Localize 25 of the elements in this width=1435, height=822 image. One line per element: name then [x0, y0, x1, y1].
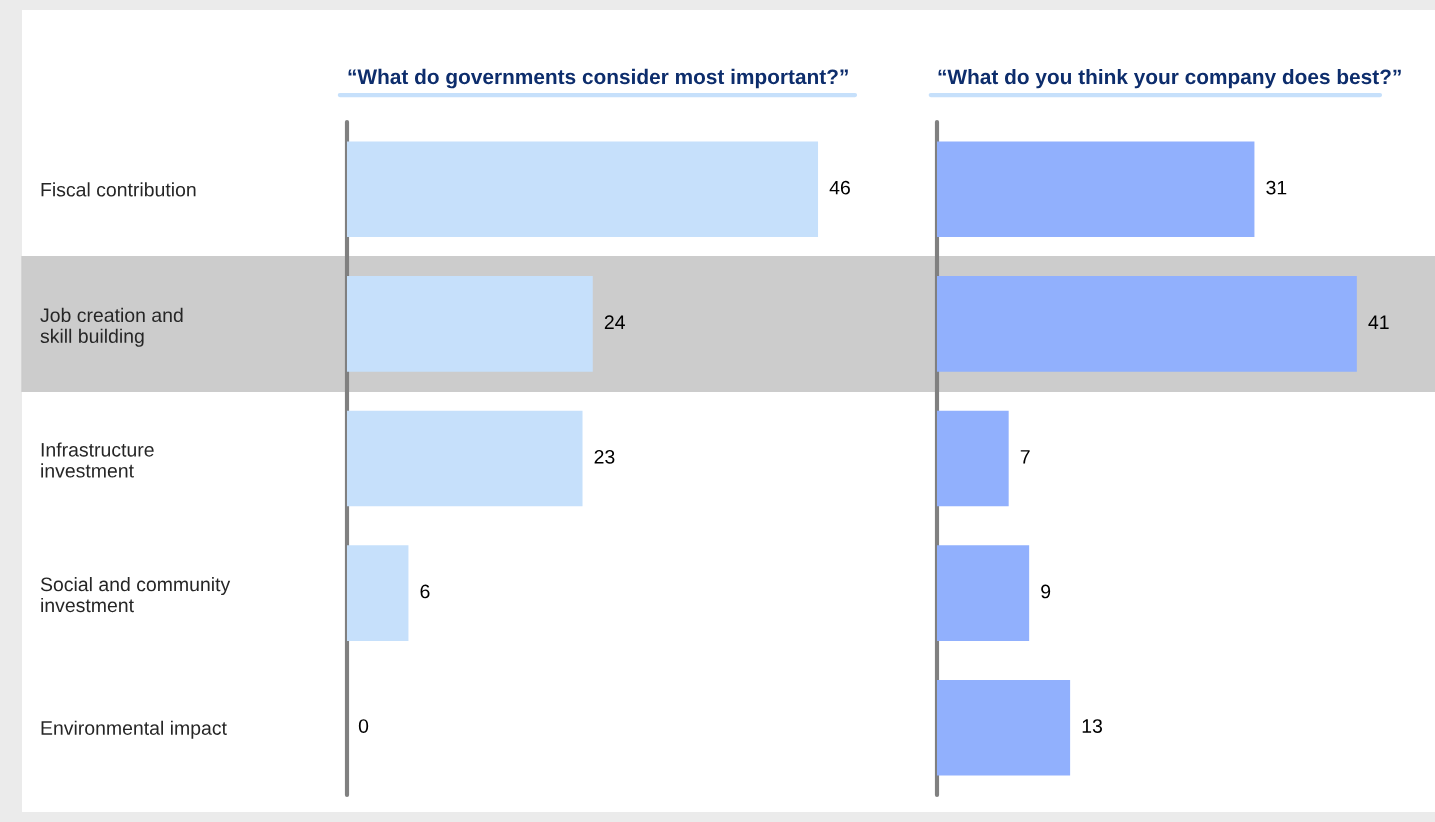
bar: [937, 545, 1030, 641]
bar: [347, 141, 819, 238]
data-label: 41: [1368, 315, 1389, 329]
bar: [937, 141, 1255, 238]
data-label: 13: [1082, 719, 1102, 733]
bar: [937, 410, 1009, 507]
bar: [347, 410, 583, 507]
data-label: 23: [594, 449, 615, 464]
data-label: 24: [604, 315, 625, 329]
y-tick-label: Environmental impact: [41, 720, 227, 739]
bar: [937, 679, 1071, 776]
data-label: 0: [358, 719, 369, 733]
bar: [347, 545, 409, 641]
chart-title: “What do governments consider most important?”: [348, 68, 848, 89]
y-tick-label: Social and community investment: [40, 576, 231, 613]
y-tick-label: Job creation and skill building: [40, 307, 183, 347]
data-label: 7: [1020, 450, 1030, 464]
data-label: 46: [829, 180, 850, 195]
chart-title: “What do you think your company does best?”: [938, 68, 1401, 89]
y-tick-label: Fiscal contribution: [41, 182, 196, 197]
data-label: 9: [1041, 584, 1051, 599]
data-label: 31: [1266, 180, 1287, 195]
data-label: 6: [420, 584, 430, 599]
bar: [347, 276, 593, 372]
y-tick-label: Infrastructure investment: [41, 442, 154, 478]
